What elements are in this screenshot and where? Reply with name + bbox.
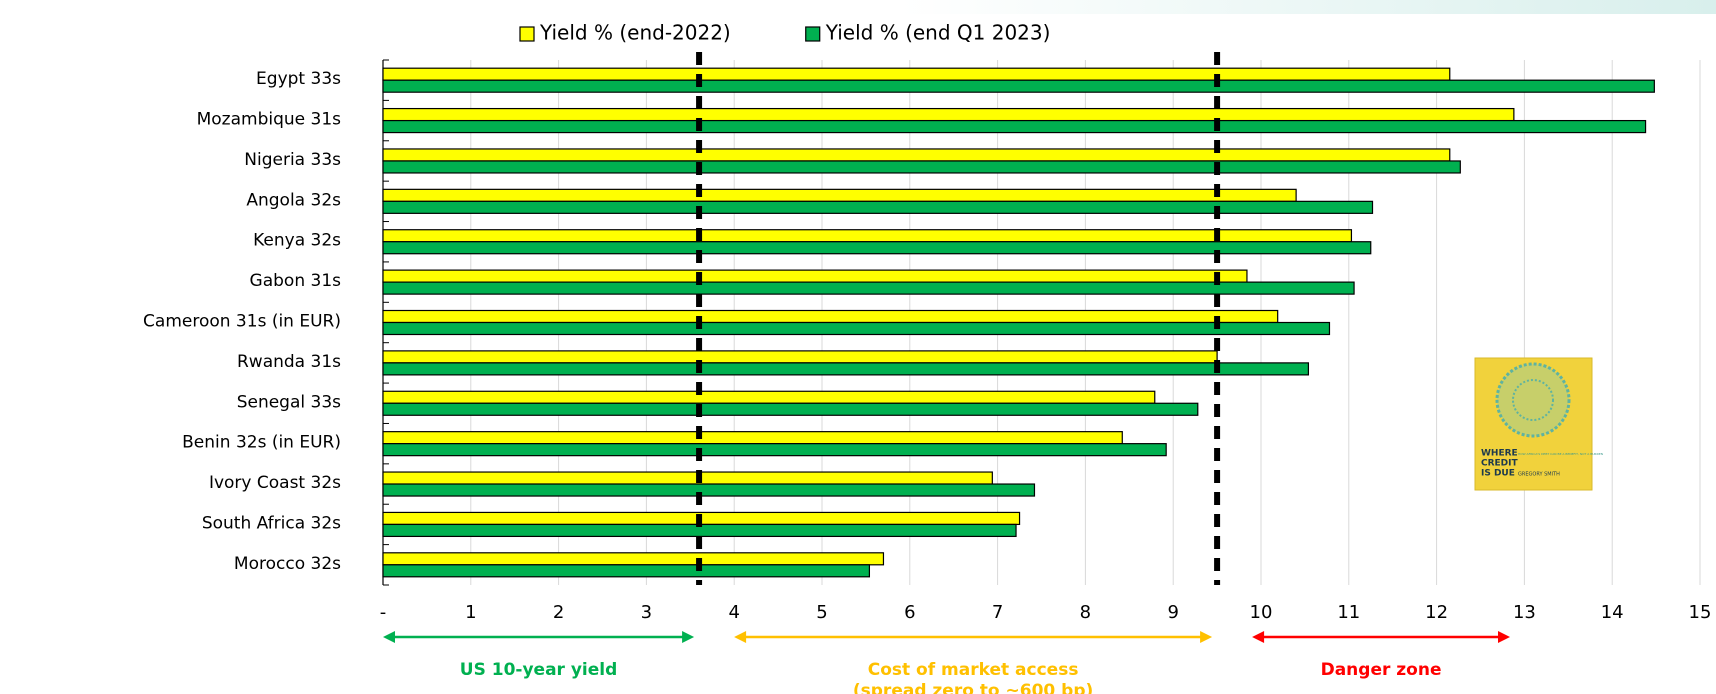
x-tick-label: 1 <box>465 602 476 623</box>
x-tick-label: 7 <box>992 602 1003 623</box>
bar <box>382 471 993 485</box>
y-tick-label: Kenya 32s <box>253 231 341 251</box>
bar <box>382 119 1647 134</box>
y-tick-label: Ivory Coast 32s <box>209 473 341 493</box>
y-tick-label: Morocco 32s <box>234 554 341 574</box>
bar <box>382 362 1310 376</box>
y-tick-label: Mozambique 31s <box>197 110 342 130</box>
bar <box>382 390 1156 404</box>
x-tick-label: 3 <box>641 602 652 623</box>
bar <box>382 443 1167 457</box>
x-tick-label: 8 <box>1080 602 1091 623</box>
arrow-head <box>682 631 695 643</box>
book-author: GREGORY SMITH <box>1518 472 1560 478</box>
bar <box>382 281 1355 295</box>
bar <box>382 269 1248 283</box>
arrow-head <box>734 631 747 643</box>
bar <box>382 564 871 578</box>
arrow-head <box>1252 631 1265 643</box>
y-tick-label: Senegal 33s <box>237 392 341 412</box>
zone-label: (spread zero to ~600 bp) <box>853 681 1093 694</box>
bar <box>382 321 1331 336</box>
book-title: WHERE <box>1481 449 1518 459</box>
x-tick-label: 12 <box>1425 602 1448 623</box>
arrow-head <box>1498 631 1510 643</box>
x-tick-label: 10 <box>1250 602 1273 623</box>
y-tick-label: South Africa 32s <box>202 513 341 533</box>
bar <box>382 67 1451 81</box>
bar <box>382 148 1451 162</box>
x-tick-label: - <box>380 602 387 623</box>
zone-label: US 10-year yield <box>460 660 618 680</box>
legend-swatch <box>519 26 535 42</box>
bar <box>382 552 885 566</box>
y-tick-label: Rwanda 31s <box>237 352 341 372</box>
y-tick-label: Angola 32s <box>246 190 341 210</box>
bar <box>382 160 1461 174</box>
x-tick-label: 2 <box>553 602 564 623</box>
legend-label: Yield % (end-2022) <box>539 21 731 45</box>
zone-label: Cost of market access <box>868 660 1079 680</box>
x-tick-label: 13 <box>1513 602 1536 623</box>
bar <box>382 229 1353 243</box>
x-tick-label: 14 <box>1601 602 1624 623</box>
bar <box>382 431 1123 445</box>
arrow-head <box>1200 631 1213 643</box>
x-tick-label: 15 <box>1689 602 1712 623</box>
bar <box>382 188 1297 202</box>
y-tick-label: Egypt 33s <box>256 69 341 89</box>
book-globe-inner <box>1512 379 1554 421</box>
bar <box>382 200 1374 214</box>
bar <box>382 241 1372 255</box>
bar <box>382 402 1199 416</box>
y-tick-label: Gabon 31s <box>250 271 342 291</box>
legend-label: Yield % (end Q1 2023) <box>825 21 1051 45</box>
x-tick-label: 11 <box>1337 602 1360 623</box>
book-title: IS DUE <box>1481 469 1515 479</box>
bar <box>382 309 1279 324</box>
arrow-head <box>383 631 395 643</box>
bar <box>382 483 1036 497</box>
book-subtitle: HOW AFRICA'S DEBT CAN BE A BENEFIT, NOT … <box>1518 452 1603 456</box>
bar <box>382 107 1515 122</box>
book-globe <box>1495 362 1571 438</box>
background-band <box>900 0 1716 14</box>
zone-label: Danger zone <box>1321 660 1442 680</box>
x-tick-label: 5 <box>816 602 827 623</box>
bar <box>382 79 1655 93</box>
y-tick-label: Nigeria 33s <box>244 150 341 170</box>
x-tick-label: 9 <box>1167 602 1178 623</box>
book-title: CREDIT <box>1481 459 1519 469</box>
y-tick-label: Benin 32s (in EUR) <box>182 433 341 453</box>
bar <box>382 350 1218 364</box>
y-tick-label: Cameroon 31s (in EUR) <box>143 312 341 332</box>
x-tick-label: 6 <box>904 602 915 623</box>
legend-swatch <box>805 26 821 42</box>
x-tick-label: 4 <box>728 602 739 623</box>
